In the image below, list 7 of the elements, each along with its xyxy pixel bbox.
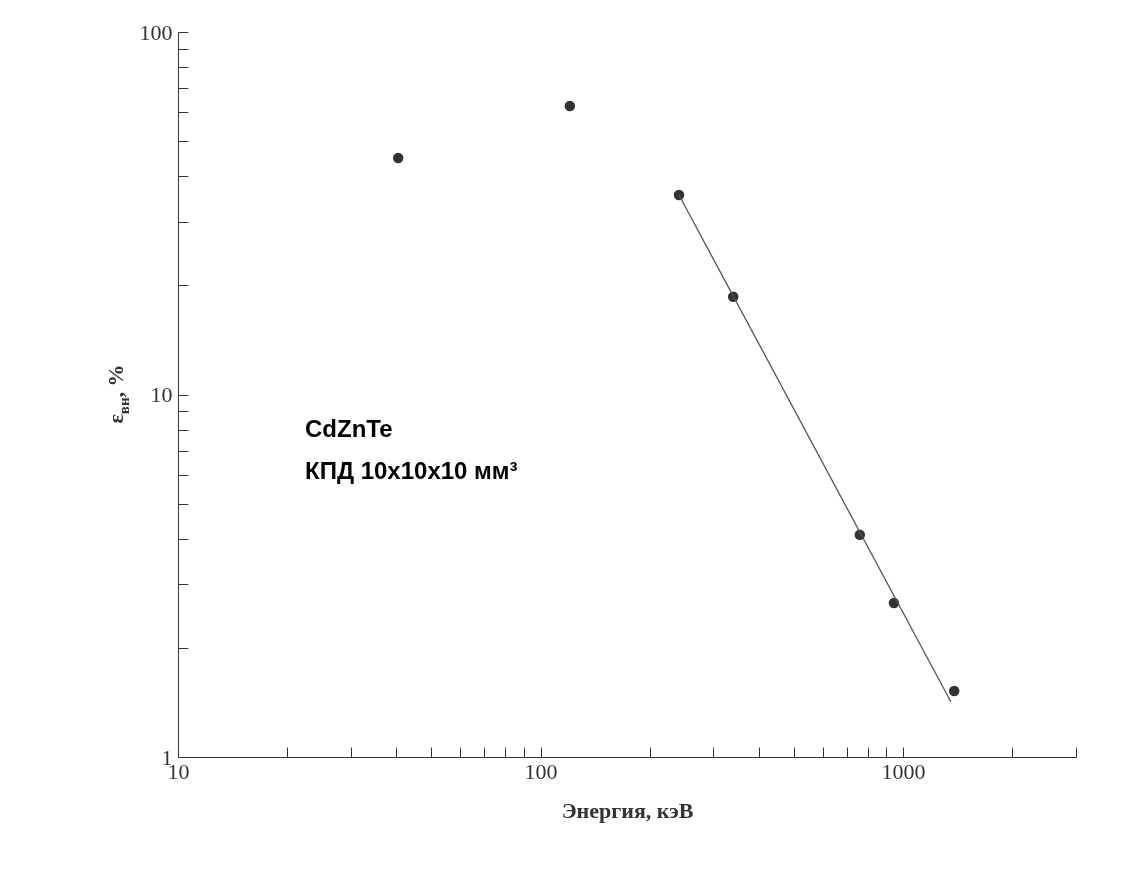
annotation: КПД 10x10x10 мм³: [305, 457, 518, 484]
x-axis-title: Энергия, кэВ: [561, 797, 694, 823]
annotation: CdZnTe: [305, 415, 393, 442]
x-tick-label: 100: [524, 758, 558, 784]
x-tick-label: 1000: [881, 758, 926, 784]
y-tick-label: 100: [139, 19, 173, 45]
y-tick-label: 10: [150, 382, 173, 407]
